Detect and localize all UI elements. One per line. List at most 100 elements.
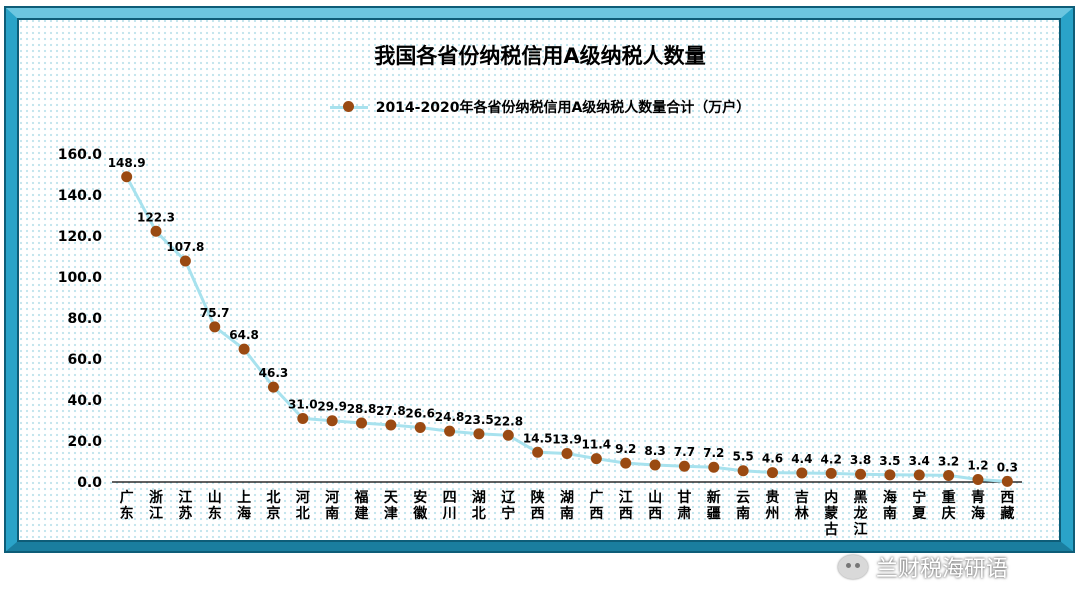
data-label: 28.8: [347, 402, 377, 416]
data-label: 46.3: [259, 366, 289, 380]
data-point: [649, 459, 661, 471]
x-tick-label: 甘肃: [677, 489, 691, 522]
x-tick-label: 辽宁: [501, 490, 516, 522]
chart-title: 我国各省份纳税信用A级纳税人数量: [374, 44, 706, 68]
y-tick-label: 40.0: [67, 393, 102, 409]
data-point: [561, 448, 573, 460]
x-tick-label: 内蒙古: [824, 489, 838, 538]
legend-marker-icon: [329, 101, 368, 113]
x-tick-label: 吉林: [795, 489, 809, 522]
data-point: [532, 446, 544, 458]
x-tick-label: 北京: [266, 490, 280, 522]
data-label: 14.5: [523, 431, 553, 445]
y-tick-label: 0.0: [77, 475, 102, 491]
frame-bevel-bottom: [5, 541, 1074, 552]
data-label: 3.8: [850, 453, 871, 467]
x-tick-label: 贵州: [764, 489, 779, 522]
x-tick-label: 黑龙江: [853, 490, 868, 538]
y-tick-label: 120.0: [58, 229, 103, 245]
data-point: [766, 467, 778, 479]
data-point: [297, 412, 309, 424]
data-point: [326, 415, 338, 427]
data-label: 13.9: [552, 433, 582, 447]
data-label: 107.8: [166, 240, 204, 254]
legend-label: 2014-2020年各省份纳税信用A级纳税人数量合计（万户）: [375, 100, 751, 116]
data-point: [385, 419, 397, 431]
data-point: [179, 255, 191, 267]
watermark-text: 兰财税海研语: [876, 557, 1009, 582]
data-label: 23.5: [464, 413, 494, 427]
y-tick-label: 20.0: [67, 434, 102, 450]
data-label: 9.2: [615, 442, 636, 456]
x-tick-label: 广东: [120, 489, 134, 522]
data-label: 24.8: [435, 410, 465, 424]
frame-bevel-top: [5, 7, 1074, 19]
x-tick-label: 福建: [354, 489, 369, 522]
x-tick-label: 江西: [619, 489, 633, 522]
data-label: 64.8: [229, 328, 259, 342]
data-point: [972, 474, 984, 486]
data-point: [825, 467, 837, 479]
data-point: [678, 460, 690, 472]
data-label: 3.2: [938, 454, 959, 468]
x-tick-label: 重庆: [942, 489, 956, 522]
data-point: [590, 453, 602, 465]
x-tick-label: 广西: [589, 489, 603, 522]
data-label: 4.2: [821, 452, 842, 466]
data-point: [150, 225, 162, 237]
data-label: 31.0: [288, 397, 318, 411]
legend: 2014-2020年各省份纳税信用A级纳税人数量合计（万户）: [0, 97, 1080, 117]
data-label: 26.6: [405, 406, 435, 420]
data-label: 8.3: [644, 444, 665, 458]
x-tick-label: 河北: [296, 489, 310, 522]
data-point: [620, 457, 632, 469]
x-tick-label: 上海: [237, 490, 251, 522]
x-tick-label: 云南: [736, 490, 750, 522]
y-tick-label: 80.0: [67, 311, 102, 327]
x-tick-label: 浙江: [149, 489, 163, 522]
wechat-icon: [838, 555, 868, 579]
data-label: 3.4: [909, 454, 930, 468]
data-point: [708, 461, 720, 473]
x-tick-label: 陕西: [531, 489, 545, 522]
data-point: [502, 429, 514, 441]
x-tick-label: 青海: [971, 489, 985, 522]
data-point: [943, 469, 955, 481]
data-point: [913, 469, 925, 481]
data-label: 148.9: [108, 156, 146, 170]
data-point: [855, 468, 867, 480]
data-point: [414, 421, 426, 433]
data-point: [356, 417, 368, 429]
data-point: [884, 469, 896, 481]
y-tick-label: 140.0: [58, 188, 103, 204]
data-label: 75.7: [200, 306, 230, 320]
data-point: [209, 321, 221, 333]
data-label: 4.6: [762, 452, 783, 466]
data-label: 5.5: [732, 450, 753, 464]
x-tick-label: 江苏: [178, 489, 192, 522]
data-label: 11.4: [582, 438, 612, 452]
data-label: 122.3: [137, 210, 175, 224]
y-tick-label: 60.0: [67, 352, 102, 368]
watermark: 兰财税海研语: [838, 551, 1008, 583]
x-tick-label: 四川: [442, 490, 457, 522]
x-tick-label: 新疆: [707, 489, 721, 522]
data-label: 29.9: [317, 400, 347, 414]
x-tick-label: 湖北: [472, 490, 486, 522]
x-tick-label: 山东: [208, 490, 222, 522]
data-label: 7.2: [703, 446, 724, 460]
data-point: [1001, 475, 1013, 487]
data-label: 4.4: [791, 452, 812, 466]
x-tick-label: 湖南: [560, 490, 574, 522]
data-point: [444, 425, 456, 437]
x-tick-label: 天津: [384, 490, 399, 522]
data-label: 0.3: [997, 460, 1018, 474]
x-tick-label: 河南: [325, 489, 339, 522]
y-tick-label: 100.0: [58, 270, 103, 286]
x-tick-label: 山西: [648, 490, 662, 522]
data-label: 3.5: [879, 454, 900, 468]
data-point: [737, 465, 749, 477]
data-point: [121, 171, 133, 183]
